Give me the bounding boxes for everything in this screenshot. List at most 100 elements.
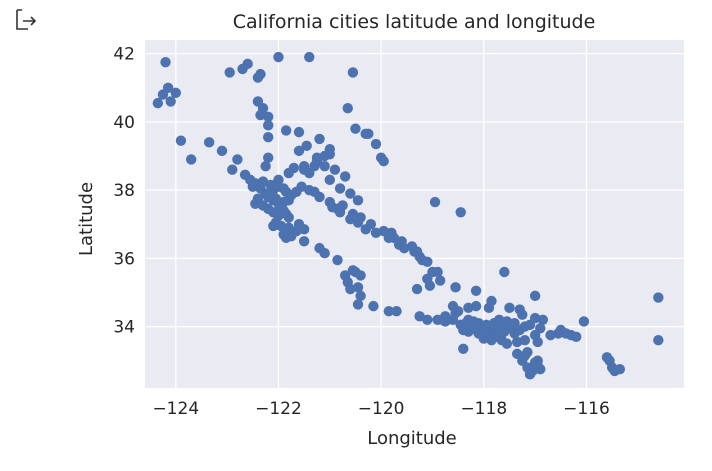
data-point — [334, 183, 346, 194]
data-point — [334, 207, 346, 218]
data-point — [535, 323, 546, 334]
data-point — [165, 96, 176, 107]
data-point — [458, 343, 469, 354]
data-point — [450, 307, 461, 319]
data-point — [280, 186, 292, 198]
data-point — [232, 154, 243, 165]
x-tick-labels: −124 −122 −120 −118 −116 — [152, 399, 609, 419]
data-point — [517, 309, 528, 320]
data-point — [486, 295, 497, 307]
data-point — [319, 248, 330, 259]
x-tick-label: −118 — [460, 399, 507, 419]
data-point — [491, 323, 502, 334]
x-tick-label: −116 — [563, 399, 610, 419]
x-tick-label: −124 — [152, 399, 199, 419]
data-point — [450, 282, 461, 293]
data-point — [529, 312, 541, 324]
data-point — [363, 128, 374, 140]
data-point — [304, 51, 315, 63]
data-points — [152, 51, 664, 380]
data-point — [263, 120, 274, 131]
data-point — [368, 300, 379, 312]
data-point — [157, 89, 169, 100]
data-point — [350, 123, 361, 134]
data-point — [460, 317, 472, 329]
data-point — [255, 68, 266, 80]
x-tick-label: −120 — [358, 399, 405, 419]
data-point — [340, 270, 351, 281]
data-point — [347, 265, 359, 276]
data-point — [383, 232, 395, 244]
data-point — [417, 254, 428, 266]
data-point — [424, 280, 436, 291]
data-point — [260, 161, 271, 172]
data-point — [432, 266, 443, 278]
data-point — [263, 132, 274, 143]
data-point — [280, 125, 292, 136]
data-point — [378, 155, 389, 167]
data-point — [298, 161, 310, 172]
data-point — [524, 369, 536, 380]
data-point — [298, 224, 310, 235]
data-point — [311, 152, 323, 163]
y-tick-labels: 34 36 38 40 42 — [113, 45, 135, 338]
y-tick-label: 36 — [113, 249, 135, 269]
data-point — [224, 67, 235, 78]
data-point — [571, 331, 582, 343]
data-point — [601, 352, 613, 363]
data-point — [434, 275, 446, 286]
data-point — [455, 207, 466, 218]
data-point — [614, 364, 626, 375]
data-point — [203, 137, 215, 148]
data-point — [273, 51, 284, 63]
data-point — [175, 135, 187, 146]
data-point — [511, 336, 523, 348]
data-point — [409, 246, 420, 257]
data-point — [252, 96, 264, 107]
data-point — [440, 311, 451, 322]
data-point — [327, 201, 338, 213]
data-point — [529, 290, 541, 302]
output-arrow-icon — [16, 9, 37, 30]
data-point — [314, 133, 325, 145]
data-point — [535, 364, 546, 375]
data-point — [370, 138, 382, 150]
data-point — [653, 292, 664, 303]
data-point — [324, 149, 335, 160]
data-point — [399, 242, 410, 254]
data-point — [186, 154, 197, 165]
y-tick-label: 34 — [113, 318, 135, 338]
data-point — [160, 56, 171, 68]
data-point — [301, 140, 312, 151]
data-point — [278, 229, 289, 240]
x-axis-label: Longitude — [367, 428, 457, 449]
y-tick-label: 40 — [113, 113, 135, 133]
data-point — [470, 285, 482, 296]
data-point — [283, 212, 294, 223]
data-point — [422, 314, 433, 325]
data-point — [288, 162, 300, 174]
data-point — [532, 355, 543, 366]
chart-title: California cities latitude and longitude — [233, 11, 596, 33]
data-point — [653, 335, 664, 346]
data-point — [360, 224, 371, 235]
data-point — [342, 103, 353, 114]
data-point — [247, 181, 258, 192]
data-point — [553, 328, 564, 339]
data-point — [237, 63, 248, 75]
data-point — [499, 266, 510, 278]
data-point — [355, 270, 366, 281]
data-point — [293, 145, 305, 157]
data-point — [227, 164, 238, 175]
data-point — [578, 316, 590, 327]
data-point — [411, 283, 423, 295]
data-point — [391, 306, 402, 317]
data-point — [352, 299, 364, 310]
data-point — [352, 195, 364, 206]
data-point — [216, 145, 228, 157]
data-point — [319, 161, 330, 172]
data-point — [345, 188, 356, 199]
data-point — [293, 126, 305, 138]
x-tick-label: −122 — [255, 399, 302, 419]
